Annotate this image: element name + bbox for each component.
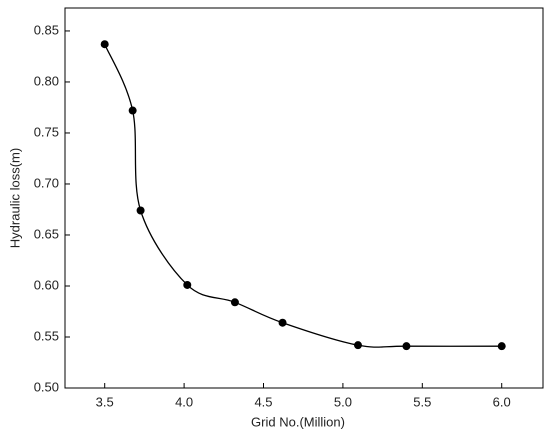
point xyxy=(128,106,137,115)
x-axis-label: Grid No.(Million) xyxy=(251,414,345,429)
y-tick-label: 0.65 xyxy=(34,226,59,241)
point xyxy=(230,298,239,307)
line xyxy=(104,43,502,348)
x-tick-label: 4.0 xyxy=(175,394,193,409)
y-tick-label: 0.50 xyxy=(34,379,59,394)
y-axis-label: Hydraulic loss(m) xyxy=(7,148,22,248)
point xyxy=(278,318,287,327)
point xyxy=(136,206,145,215)
plot-frame xyxy=(64,7,544,389)
point xyxy=(402,342,411,351)
point xyxy=(183,280,192,289)
point xyxy=(353,341,362,350)
y-tick-label: 0.80 xyxy=(34,73,59,88)
y-tick-label: 0.75 xyxy=(34,124,59,139)
point xyxy=(100,40,109,49)
point xyxy=(497,342,506,351)
y-tick-label: 0.60 xyxy=(34,277,59,292)
x-tick-label: 6.0 xyxy=(493,394,511,409)
y-tick-label: 0.55 xyxy=(34,328,59,343)
x-tick-label: 5.0 xyxy=(334,394,352,409)
y-tick-label: 0.70 xyxy=(34,175,59,190)
x-tick-label: 4.5 xyxy=(254,394,272,409)
x-tick-label: 3.5 xyxy=(96,394,114,409)
x-tick-label: 5.5 xyxy=(413,394,431,409)
y-tick-label: 0.85 xyxy=(34,22,59,37)
